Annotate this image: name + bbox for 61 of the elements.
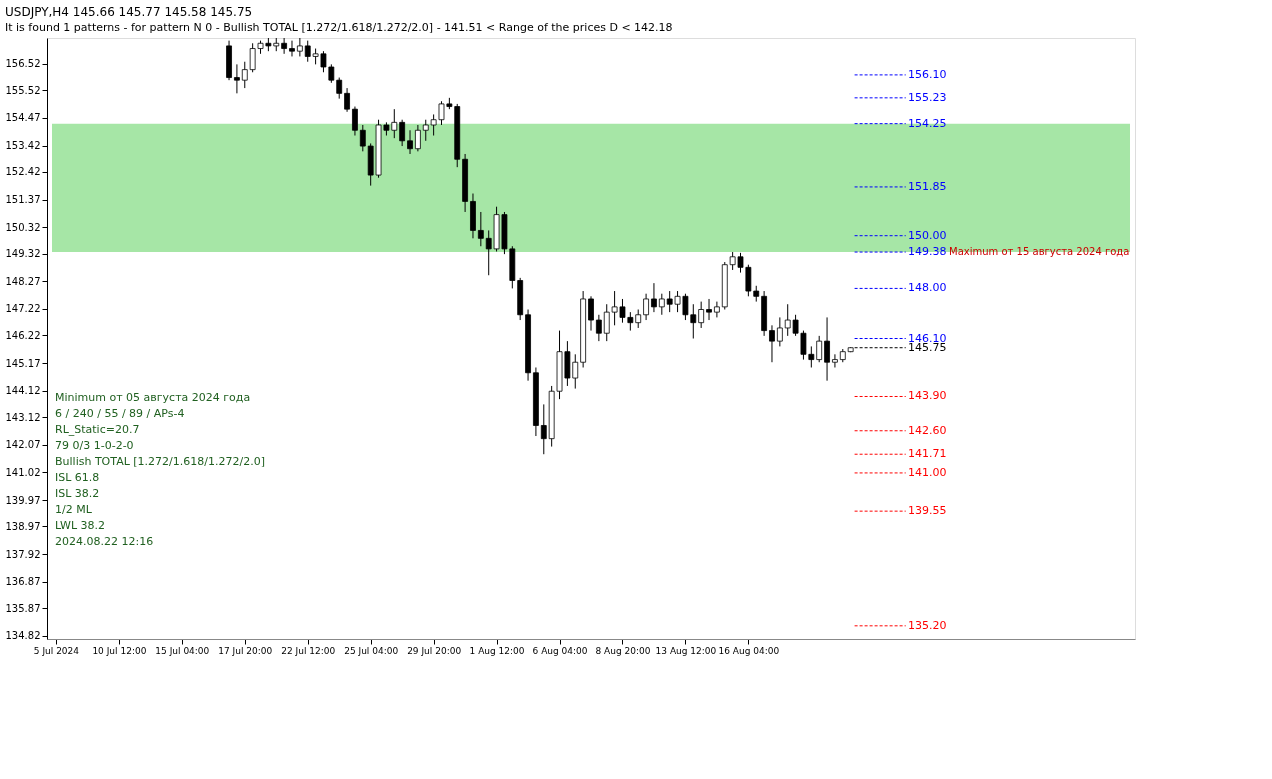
ref-line-label: 150.00 <box>908 228 947 242</box>
annotation: Minimum от 05 августа 2024 года <box>55 391 251 404</box>
annotation: ISL 38.2 <box>55 487 100 500</box>
annotation: 2024.08.22 12:16 <box>55 535 154 548</box>
ref-line-label: 155.23 <box>908 90 947 104</box>
x-tick-label: 29 Jul 20:00 <box>407 645 462 656</box>
ref-line-label: 145.75 <box>908 340 947 354</box>
ref-line-label: 154.25 <box>908 116 947 130</box>
annotation: 79 0/3 1-0-2-0 <box>55 439 134 452</box>
x-tick-label: 8 Aug 20:00 <box>595 645 651 656</box>
annotation: LWL 38.2 <box>55 519 106 532</box>
ref-line-label: 141.00 <box>908 465 947 479</box>
y-tick-label: 147.22 <box>5 303 41 315</box>
annotation: Maximum от 15 августа 2024 года <box>949 246 1130 258</box>
ref-line-label: 142.60 <box>908 423 947 437</box>
y-tick-label: 146.22 <box>5 329 41 341</box>
annotation: 1/2 ML <box>55 503 93 516</box>
ref-line-label: 139.55 <box>908 504 947 518</box>
ref-line-label: 135.20 <box>908 618 947 632</box>
y-tick-label: 148.27 <box>5 275 41 287</box>
x-tick-label: 17 Jul 20:00 <box>218 645 273 656</box>
y-tick-label: 153.42 <box>5 140 41 152</box>
y-tick-label: 150.32 <box>5 221 41 233</box>
x-tick-label: 1 Aug 12:00 <box>469 645 525 656</box>
annotation: Bullish TOTAL [1.272/1.618/1.272/2.0] <box>55 455 265 468</box>
x-tick-label: 10 Jul 12:00 <box>92 645 147 656</box>
y-tick-label: 135.87 <box>5 602 41 614</box>
y-tick-label: 155.52 <box>5 84 41 96</box>
x-tick-label: 6 Aug 04:00 <box>532 645 588 656</box>
annotation: RL_Static=20.7 <box>55 423 140 436</box>
ref-line-label: 156.10 <box>908 67 947 81</box>
ref-line-label: 148.00 <box>908 281 947 295</box>
x-tick-label: 13 Aug 12:00 <box>655 645 717 656</box>
y-tick-label: 136.87 <box>5 576 41 588</box>
ref-line-label: 151.85 <box>908 179 947 193</box>
y-tick-label: 137.92 <box>5 548 41 560</box>
y-tick-label: 143.12 <box>5 411 41 423</box>
y-tick-label: 149.32 <box>5 248 41 260</box>
chart-subtitle: It is found 1 patterns - for pattern N 0 - Bullish TOTAL [1.272/1.618/1.272/2.0] - 141.51 < Range of the prices D < 142.18 <box>5 20 673 34</box>
y-tick-label: 139.97 <box>5 494 41 506</box>
annotation: 6 / 240 / 55 / 89 / APs-4 <box>55 407 185 420</box>
y-tick-label: 154.47 <box>5 112 41 124</box>
x-tick-label: 22 Jul 12:00 <box>281 645 336 656</box>
y-tick-label: 138.97 <box>5 520 41 532</box>
chart-title: USDJPY,H4 145.66 145.77 145.58 145.75 <box>5 4 253 19</box>
x-tick-label: 16 Aug 04:00 <box>718 645 780 656</box>
ref-line-label: 143.90 <box>908 389 947 403</box>
annotation: ISL 61.8 <box>55 471 100 484</box>
x-tick-label: 5 Jul 2024 <box>33 645 80 656</box>
y-tick-label: 142.07 <box>5 439 41 451</box>
y-tick-label: 134.82 <box>5 630 41 642</box>
y-tick-label: 156.52 <box>5 58 41 70</box>
y-tick-label: 145.17 <box>5 357 41 369</box>
y-tick-label: 141.02 <box>5 466 41 478</box>
y-tick-label: 144.12 <box>5 385 41 397</box>
x-tick-label: 15 Jul 04:00 <box>155 645 210 656</box>
y-tick-label: 152.42 <box>5 166 41 178</box>
y-tick-label: 151.37 <box>5 194 41 206</box>
ref-line-label: 141.71 <box>908 447 947 461</box>
ref-line-label: 149.38 <box>908 245 947 259</box>
x-tick-label: 25 Jul 04:00 <box>344 645 399 656</box>
